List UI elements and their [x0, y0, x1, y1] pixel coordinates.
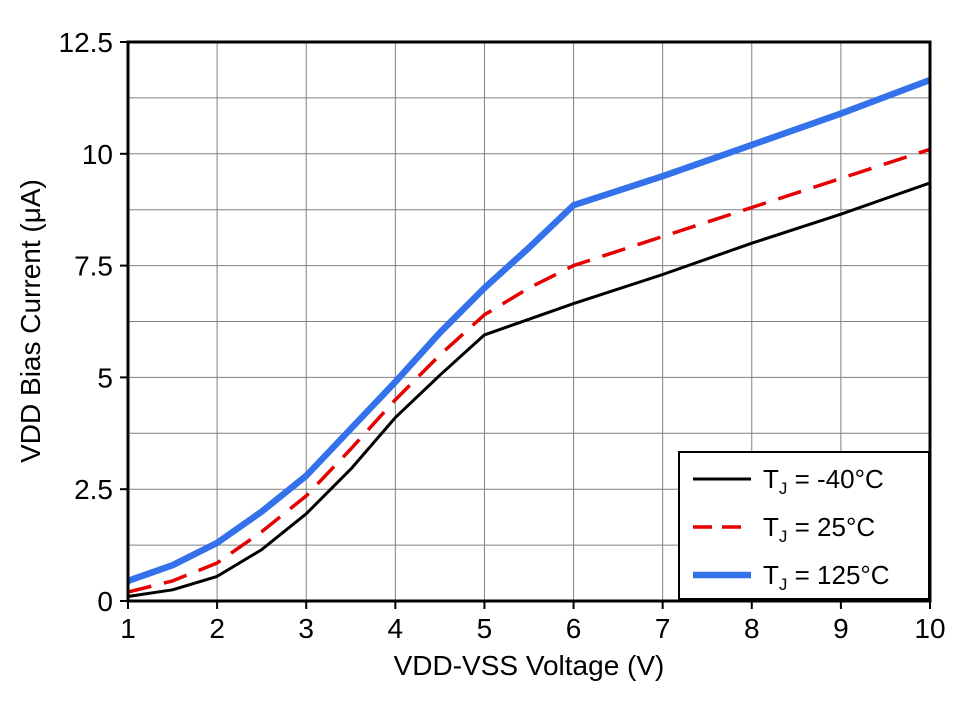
legend-label-tj-125c: TJ = 125°C	[763, 560, 890, 594]
y-tick-label: 10	[82, 139, 113, 170]
x-tick-label: 3	[298, 613, 314, 644]
x-axis-title: VDD-VSS Voltage (V)	[393, 650, 665, 681]
series-tj-125c	[126, 76, 932, 584]
y-axis-title: VDD Bias Current (μA)	[15, 179, 46, 463]
x-tick-label: 5	[477, 613, 493, 644]
legend-label-tj-25c: TJ = 25°C	[763, 512, 875, 546]
series-tj-25c	[127, 147, 931, 594]
x-tick-label: 7	[655, 613, 671, 644]
plot-frame	[126, 40, 932, 603]
legend-label-tj-minus-40c: TJ = -40°C	[763, 464, 884, 498]
x-tick-label: 1	[120, 613, 136, 644]
x-tick-label: 8	[744, 613, 760, 644]
x-tick-label: 10	[914, 613, 945, 644]
x-tick-label: 4	[388, 613, 404, 644]
series-tj-minus-40c	[127, 181, 931, 598]
y-tick-label: 5	[97, 362, 113, 393]
y-tick-label: 2.5	[74, 474, 113, 505]
x-tick-label: 6	[566, 613, 582, 644]
x-tick-labels: 1 2 3 4 5 6 7 8 9 10	[120, 613, 945, 644]
y-tick-labels: 0 2.5 5 7.5 10 12.5	[59, 27, 114, 617]
series-lines	[126, 76, 932, 598]
legend: TJ = -40°C TJ = 25°C TJ = 125°C	[678, 451, 930, 600]
x-tick-label: 9	[833, 613, 849, 644]
y-tick-label: 7.5	[74, 251, 113, 282]
x-tick-label: 2	[209, 613, 225, 644]
y-tick-label: 12.5	[59, 27, 114, 58]
y-tick-label: 0	[97, 586, 113, 617]
